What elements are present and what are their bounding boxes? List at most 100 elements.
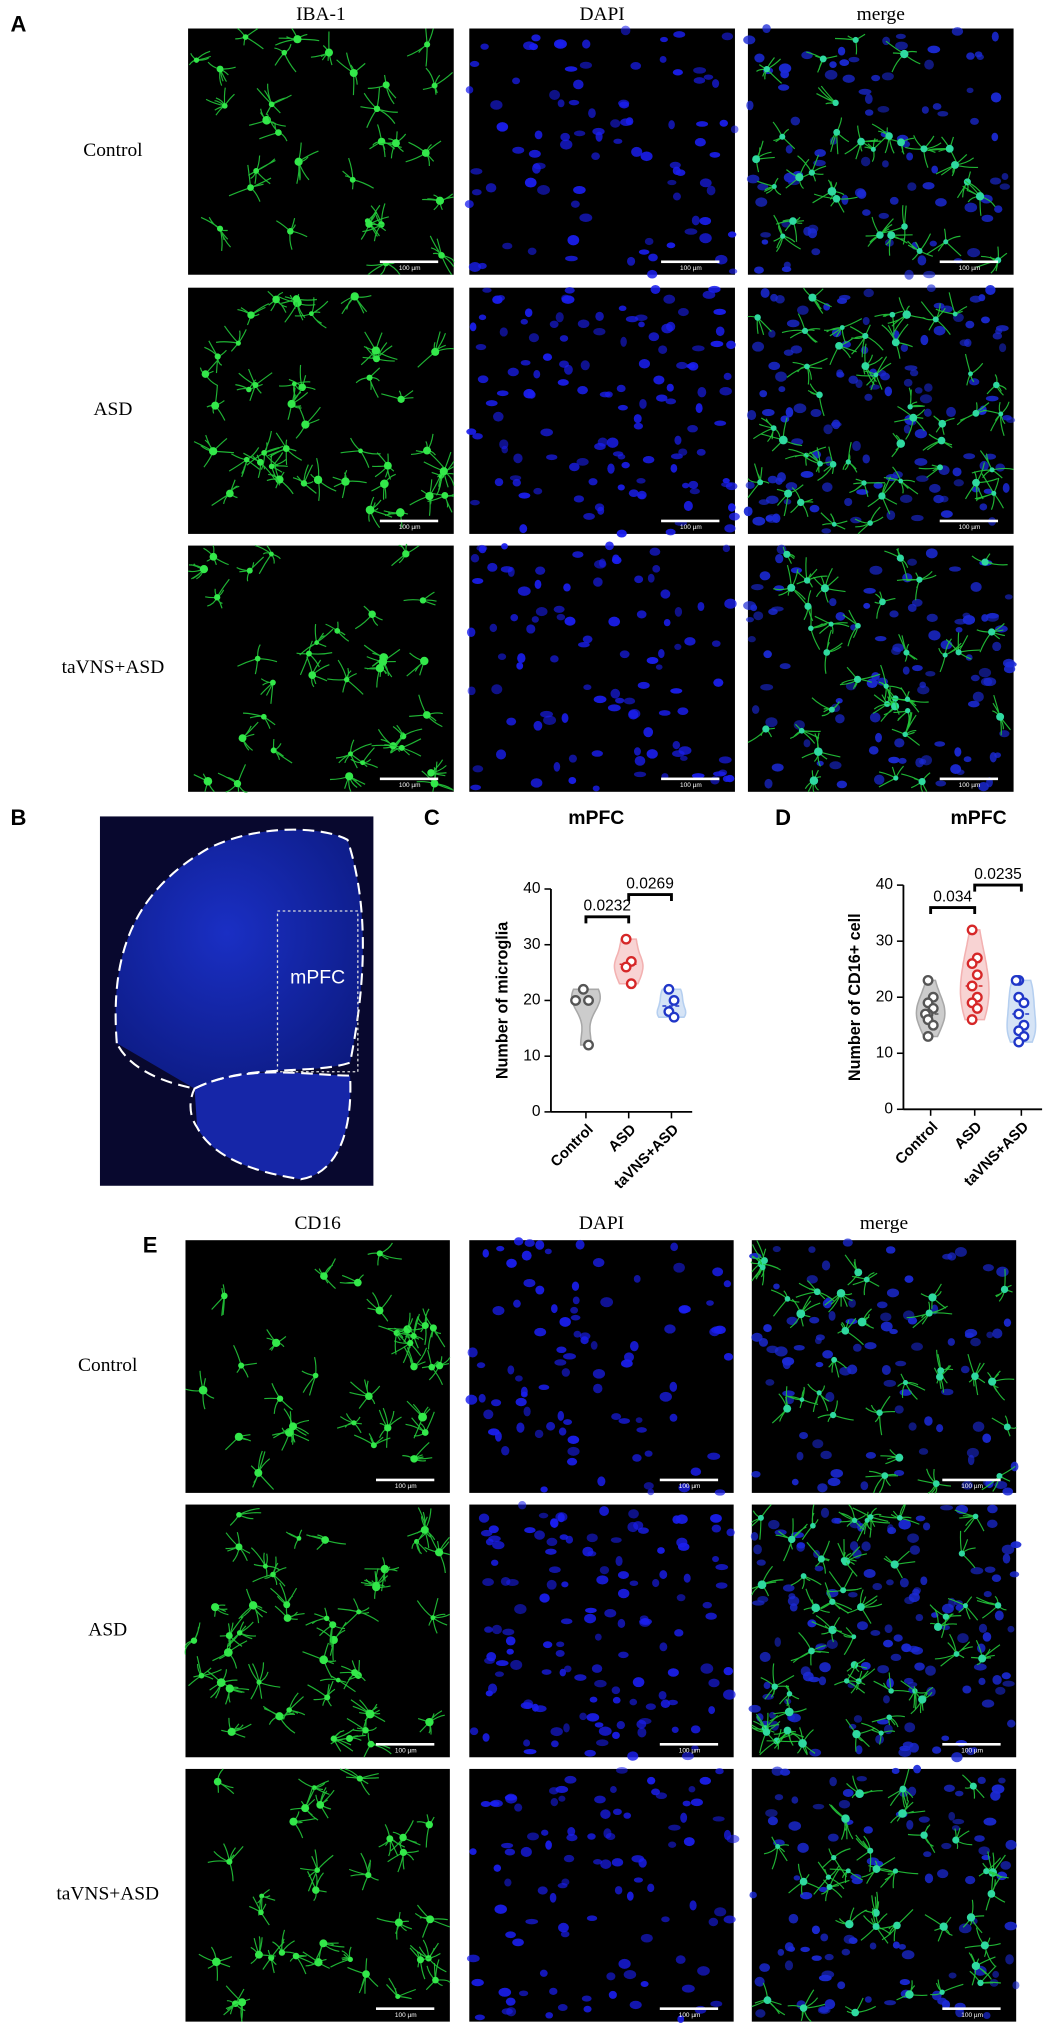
process <box>289 1955 316 1975</box>
cell-body <box>246 567 253 574</box>
process <box>296 142 319 184</box>
process <box>856 356 892 391</box>
process <box>750 1248 781 1278</box>
row-label: ASD <box>88 1619 127 1640</box>
nucleus <box>949 566 961 572</box>
micrograph: 100 µm <box>748 1504 1022 1763</box>
process <box>290 1786 319 1821</box>
cell-body <box>852 1729 861 1739</box>
nucleus <box>973 1663 987 1671</box>
process <box>243 712 276 729</box>
process <box>259 113 288 142</box>
nucleus <box>954 618 967 625</box>
nucleus <box>907 1681 918 1688</box>
nucleus <box>929 483 941 493</box>
cell-body <box>341 477 350 486</box>
scale-bar-label: 100 µm <box>679 1483 701 1490</box>
nucleus <box>773 585 785 592</box>
cell-body <box>365 1709 375 1719</box>
cell-body <box>952 311 958 317</box>
cell-body <box>403 1325 412 1334</box>
cell-body <box>368 610 376 618</box>
nucleus <box>712 1267 724 1277</box>
nucleus <box>903 424 911 434</box>
scale-bar-label: 100 µm <box>399 524 421 531</box>
nucleus <box>692 345 705 352</box>
nucleus <box>544 1248 552 1255</box>
cell-body <box>862 332 869 340</box>
process <box>867 476 898 515</box>
process <box>828 1803 854 1840</box>
nucleus <box>556 1346 567 1354</box>
nucleus <box>941 2000 951 2010</box>
cell-body <box>885 132 893 140</box>
process <box>225 1985 251 2022</box>
process <box>776 484 804 517</box>
process <box>184 1622 201 1655</box>
nucleus <box>638 1718 652 1725</box>
process <box>200 216 232 251</box>
nucleus <box>620 336 627 347</box>
cell-body <box>356 1775 363 1782</box>
nucleus <box>920 755 933 766</box>
scale-bar-label: 100 µm <box>399 782 421 789</box>
nucleus <box>495 749 507 760</box>
process <box>873 1672 910 1693</box>
process <box>188 1656 222 1687</box>
nucleus <box>894 1405 904 1414</box>
cell-body <box>292 295 301 303</box>
nucleus <box>582 635 593 644</box>
column-header: DAPI <box>579 4 624 25</box>
micrograph: 100 µm <box>188 287 455 534</box>
process <box>986 374 1007 396</box>
nucleus <box>506 1578 519 1587</box>
nucleus <box>722 544 731 553</box>
cell-body <box>252 382 259 389</box>
process <box>959 1530 976 1569</box>
nucleus <box>723 1829 732 1841</box>
cell-body <box>216 225 224 232</box>
nucleus <box>771 1766 784 1776</box>
cell-body <box>425 1821 433 1829</box>
nucleus <box>564 616 576 626</box>
cell-body <box>330 1735 337 1742</box>
nucleus <box>604 1609 617 1618</box>
nucleus <box>924 59 934 70</box>
row-label: Control <box>83 140 142 161</box>
nucleus <box>644 237 654 246</box>
process <box>820 512 848 530</box>
y-tick-label: 40 <box>876 876 894 893</box>
process <box>794 590 814 622</box>
nucleus <box>894 738 905 748</box>
nucleus <box>762 24 771 34</box>
cell-body <box>238 734 247 743</box>
cell-body <box>876 1409 883 1416</box>
process <box>821 1848 851 1878</box>
process <box>861 1722 896 1745</box>
nucleus <box>727 231 737 238</box>
nucleus <box>629 1341 639 1352</box>
cell-body <box>346 1734 354 1742</box>
nucleus <box>680 755 688 761</box>
nucleus <box>759 390 768 398</box>
nucleus <box>563 1723 570 1733</box>
nucleus <box>985 284 996 295</box>
cell-body <box>233 780 242 788</box>
nucleus <box>523 1278 536 1288</box>
nucleus <box>712 1816 725 1822</box>
nucleus <box>782 1584 795 1592</box>
nucleus <box>843 1934 855 1944</box>
nucleus <box>812 1439 824 1449</box>
process <box>430 759 447 777</box>
cell-body <box>398 744 405 751</box>
nucleus <box>868 746 879 755</box>
process <box>773 564 806 600</box>
nucleus <box>558 1795 566 1802</box>
cell-body <box>809 776 819 785</box>
process <box>789 1295 821 1329</box>
cell-body <box>319 1939 328 1948</box>
nucleus <box>564 66 578 72</box>
process <box>214 1604 229 1617</box>
nucleus <box>1002 1680 1015 1687</box>
process <box>956 402 990 426</box>
